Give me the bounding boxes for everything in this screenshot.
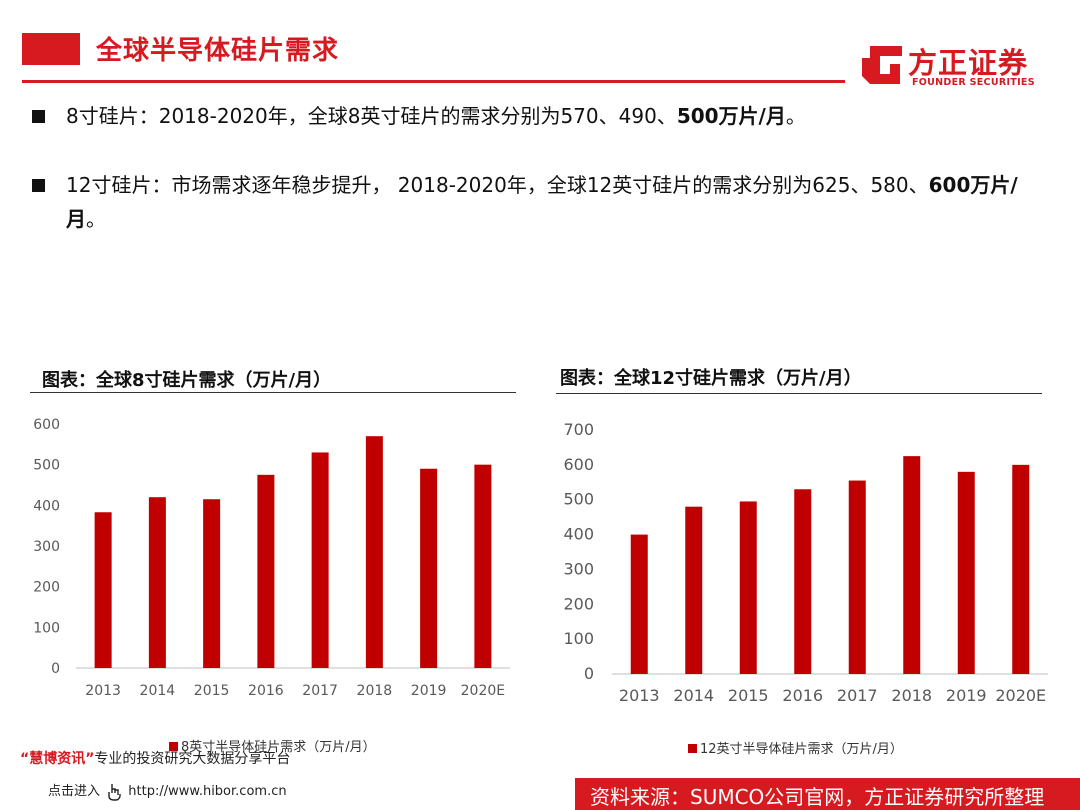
watermark-enter-label: 点击进入 <box>48 784 101 799</box>
founder-logo-icon <box>862 46 902 84</box>
y-tick-label: 500 <box>563 490 594 509</box>
bar-2015 <box>203 499 221 668</box>
y-tick-label: 600 <box>33 417 60 433</box>
x-tick-label: 2017 <box>837 686 878 705</box>
bar-2016 <box>257 474 275 668</box>
bar-2019 <box>957 471 975 674</box>
x-tick-label: 2014 <box>673 686 714 705</box>
watermark-url-link[interactable]: http://www.hibor.com.cn <box>128 784 287 799</box>
watermark-link-line: 点击进入 http://www.hibor.com.cn <box>48 780 287 801</box>
bullet-text: 8寸硅片：2018-2020年，全球8英寸硅片的需求分别为570、490、 <box>66 104 677 128</box>
bar-2018 <box>903 456 921 674</box>
chart-8inch: 0 100 200 300 400 500 600 2013 2014 2015 2016 2017 2… <box>33 417 510 755</box>
x-tick-label: 2020E <box>995 686 1046 705</box>
x-tick-label: 2019 <box>411 683 447 699</box>
x-tick-label: 2013 <box>85 683 121 699</box>
y-tick-label: 0 <box>584 664 594 683</box>
chart-12inch-title-rule <box>556 393 1042 394</box>
y-tick-label: 200 <box>563 594 594 613</box>
legend: 8英寸半导体硅片需求（万片/月） <box>169 740 376 755</box>
footer-source: 资料来源：SUMCO公司官网，方正证券研究所整理 <box>590 785 1045 809</box>
x-tick-label: 2020E <box>461 683 505 699</box>
legend: 12英寸半导体硅片需求（万片/月） <box>688 742 903 757</box>
founder-securities-logo: 方正证券 FOUNDER SECURITIES <box>862 44 1052 92</box>
bar-2019 <box>420 468 438 668</box>
hand-pointer-icon <box>108 783 121 801</box>
watermark-text: 专业的投资研究大数据分享平台 <box>94 751 291 767</box>
watermark-brand: “慧博资讯” <box>20 751 95 767</box>
y-tick-label: 0 <box>51 661 60 677</box>
bar-2014 <box>148 497 166 668</box>
bullet-square-icon <box>32 110 45 123</box>
bar-2013 <box>94 512 112 668</box>
logo-name-en: FOUNDER SECURITIES <box>912 77 1035 88</box>
chart-12inch-title: 图表：全球12寸硅片需求（万片/月） <box>560 368 862 389</box>
legend-swatch <box>169 742 178 751</box>
bar-2013 <box>630 534 648 674</box>
x-tick-label: 2019 <box>946 686 987 705</box>
bar-2020E <box>474 464 492 668</box>
y-tick-label: 300 <box>33 539 60 555</box>
x-tick-label: 2014 <box>140 683 176 699</box>
legend-label: 8英寸半导体硅片需求（万片/月） <box>181 740 376 755</box>
bar-2016 <box>794 489 812 674</box>
bullet-text: 12寸硅片：市场需求逐年稳步提升， 2018-2020年，全球12英寸硅片的需求… <box>66 173 929 197</box>
bullet-square-icon <box>32 179 45 192</box>
page-title: 全球半导体硅片需求 <box>96 36 340 66</box>
y-tick-label: 200 <box>33 580 60 596</box>
bullet-bold-value: 600万片/月 <box>66 173 1018 231</box>
y-tick-label: 700 <box>563 420 594 439</box>
y-tick-label: 100 <box>563 629 594 648</box>
x-tick-label: 2015 <box>728 686 769 705</box>
x-tick-label: 2016 <box>782 686 823 705</box>
bar-2015 <box>739 501 757 674</box>
bar-2018 <box>365 436 383 668</box>
x-tick-label: 2015 <box>194 683 230 699</box>
logo-name-cn: 方正证券 <box>908 46 1029 80</box>
bar-2020E <box>1012 464 1030 674</box>
x-tick-label: 2013 <box>619 686 660 705</box>
y-tick-label: 300 <box>563 559 594 578</box>
y-tick-label: 400 <box>563 525 594 544</box>
chart-8inch-title: 图表：全球8寸硅片需求（万片/月） <box>42 370 332 391</box>
y-tick-label: 400 <box>33 498 60 514</box>
footer-bar <box>575 778 1080 810</box>
chart-12inch: 0 100 200 300 400 500 600 700 2013 2014 2015 2016 20… <box>563 420 1048 757</box>
legend-swatch <box>688 744 697 753</box>
y-tick-label: 600 <box>563 455 594 474</box>
header-accent-block <box>22 33 80 65</box>
bullet-tail: 。 <box>86 207 106 231</box>
bullet-tail: 。 <box>785 104 806 128</box>
bullet-bold-value: 500万片/月 <box>676 104 786 128</box>
x-tick-label: 2016 <box>248 683 284 699</box>
chart-8inch-title-rule <box>30 392 516 393</box>
x-tick-label: 2017 <box>302 683 338 699</box>
x-tick-label: 2018 <box>891 686 932 705</box>
bar-2017 <box>311 452 329 668</box>
bar-2014 <box>685 506 703 674</box>
legend-label: 12英寸半导体硅片需求（万片/月） <box>700 742 903 757</box>
header-rule <box>22 80 845 83</box>
y-tick-label: 100 <box>33 620 60 636</box>
watermark: “慧博资讯”专业的投资研究大数据分享平台 <box>20 748 290 768</box>
y-tick-label: 500 <box>33 458 60 474</box>
x-tick-label: 2018 <box>357 683 393 699</box>
bar-2017 <box>848 480 866 674</box>
